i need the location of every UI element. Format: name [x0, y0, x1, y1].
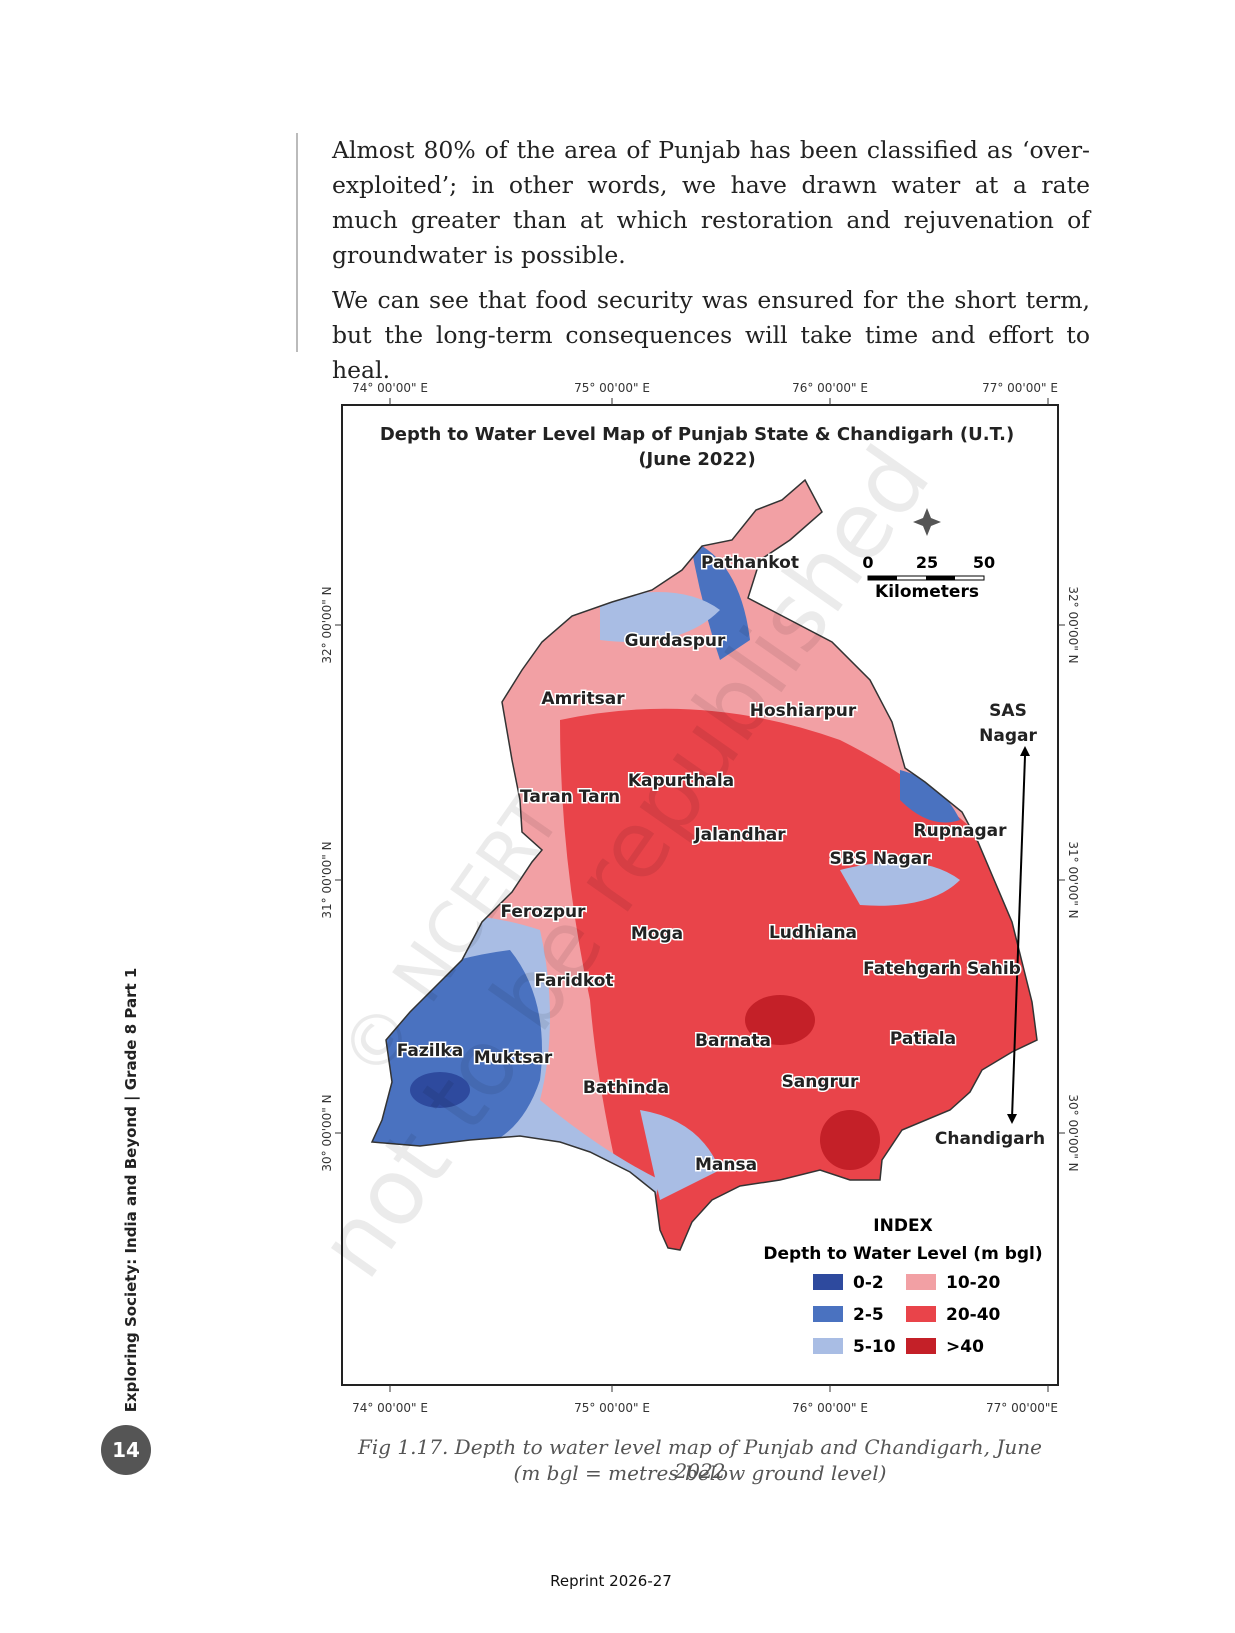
legend-swatch	[906, 1274, 936, 1290]
longitude-label: 76° 00'00" E	[792, 1401, 868, 1415]
page-number-badge	[101, 1425, 151, 1475]
district-label: Muktsar	[474, 1048, 553, 1068]
legend-label: 0-2	[853, 1273, 884, 1293]
page-number: 14	[112, 1438, 140, 1462]
district-label: Gurdaspur	[625, 631, 726, 651]
longitude-label: 74° 00'00" E	[352, 1401, 428, 1415]
longitude-label: 76° 00'00" E	[792, 381, 868, 395]
district-label: Jalandhar	[693, 825, 786, 845]
caption: Fig 1.17. Depth to water level map of Pu…	[357, 1435, 1043, 1483]
district-label: Taran Tarn	[520, 787, 620, 807]
latitude-label: 30° 00'00" N	[320, 1094, 334, 1171]
district-label: SAS	[989, 701, 1027, 721]
district-label: SBS Nagar	[829, 849, 931, 869]
longitude-label: 77° 00'00"E	[986, 1401, 1058, 1415]
district-label: Kapurthala	[628, 771, 734, 791]
longitude-label: 74° 00'00" E	[352, 381, 428, 395]
district-label: Fazilka	[397, 1041, 463, 1061]
longitude-label: 75° 00'00" E	[574, 381, 650, 395]
scale-bar-segment	[868, 576, 897, 580]
district-label: Pathankot	[701, 553, 799, 573]
district-label: Hoshiarpur	[750, 701, 857, 721]
map-title: (June 2022)	[638, 449, 755, 470]
legend-swatch	[813, 1274, 843, 1290]
legend-label: 2-5	[853, 1305, 884, 1325]
district-label: Barnata	[695, 1031, 771, 1051]
scale-bar-segment	[926, 576, 955, 580]
district-label: Faridkot	[534, 971, 613, 991]
legend-label: >40	[946, 1337, 984, 1357]
footer: Reprint 2026-27	[550, 1572, 672, 1590]
district-label: Amritsar	[541, 689, 625, 709]
district-label: Mansa	[695, 1155, 757, 1175]
latitude-label: 31° 00'00" N	[1066, 841, 1080, 918]
paragraph: We can see that food security was ensure…	[332, 286, 1090, 384]
legend-label: 20-40	[946, 1305, 1001, 1325]
longitude-label: 77° 00'00" E	[982, 381, 1058, 395]
district-label: Moga	[631, 924, 683, 944]
legend-swatch	[813, 1306, 843, 1322]
latitude-label: 32° 00'00" N	[320, 586, 334, 663]
legend-title: INDEX	[873, 1216, 932, 1236]
compass	[913, 508, 941, 536]
caption: (m bgl = metres below ground level)	[513, 1461, 887, 1485]
district-label: Ferozpur	[500, 902, 586, 922]
latitude-label: 30° 00'00" N	[1066, 1094, 1080, 1171]
legend-label: 10-20	[946, 1273, 1001, 1293]
scale-label: 25	[916, 553, 938, 572]
map-title: Depth to Water Level Map of Punjab State…	[380, 424, 1014, 445]
scale-unit: Kilometers	[875, 582, 979, 602]
legend-swatch	[906, 1306, 936, 1322]
scale-label: 0	[862, 553, 873, 572]
arrow-line	[1011, 755, 1026, 1119]
paragraph: Almost 80% of the area of Punjab has bee…	[332, 136, 1090, 269]
legend-label: 5-10	[853, 1337, 896, 1357]
district-label: Chandigarh	[935, 1129, 1045, 1149]
latitude-label: 32° 00'00" N	[1066, 586, 1080, 663]
district-label: Bathinda	[583, 1078, 669, 1098]
latitude-label: 31° 00'00" N	[320, 841, 334, 918]
legend-swatch	[813, 1338, 843, 1354]
scale-label: 50	[973, 553, 995, 572]
district-label: Patiala	[890, 1029, 956, 1049]
district-label: Ludhiana	[769, 923, 857, 943]
longitude-label: 75° 00'00" E	[574, 1401, 650, 1415]
legend-swatch	[906, 1338, 936, 1354]
district-label: Fatehgarh Sahib	[863, 959, 1021, 979]
district-label: Rupnagar	[914, 821, 1008, 841]
district-label: Sangrur	[782, 1072, 859, 1092]
sidebar-title: Exploring Society: India and Beyond | Gr…	[122, 968, 141, 1413]
district-label: Nagar	[979, 726, 1037, 746]
legend-subtitle: Depth to Water Level (m bgl)	[763, 1244, 1042, 1264]
